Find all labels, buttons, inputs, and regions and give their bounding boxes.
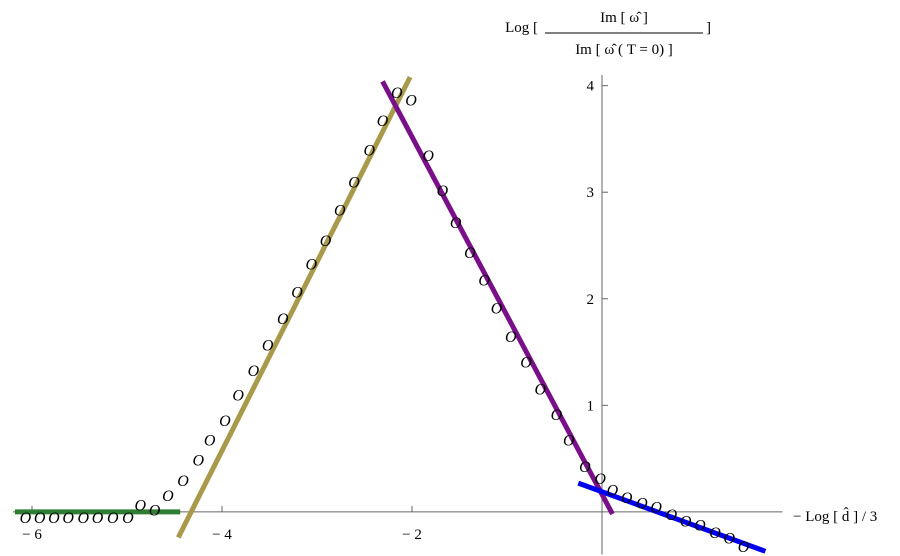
data-point: O [34, 510, 46, 527]
y-label-prefix: Log [ [505, 20, 538, 36]
data-point: O [579, 459, 591, 476]
data-point: O [162, 488, 174, 505]
data-point: O [520, 355, 532, 372]
data-point: O [248, 363, 260, 380]
data-point: O [135, 497, 147, 514]
data-point: O [391, 85, 403, 102]
data-point: O [666, 507, 678, 524]
data-point: O [551, 407, 563, 424]
data-point: O [122, 510, 134, 527]
data-point: O [405, 93, 417, 110]
data-point: O [107, 510, 119, 527]
data-point: O [149, 503, 161, 520]
data-point: O [177, 473, 189, 490]
data-point: O [450, 215, 462, 232]
data-point: O [377, 113, 389, 130]
data-point: O [738, 539, 750, 556]
data-point: O [277, 311, 289, 328]
data-point: O [422, 148, 434, 165]
data-point: O [92, 510, 104, 527]
y-tick-label: 2 [587, 292, 595, 308]
data-point: O [594, 471, 606, 488]
data-point: O [563, 432, 575, 449]
data-point: O [334, 202, 346, 219]
data-point: O [262, 338, 274, 355]
data-point: O [694, 518, 706, 535]
data-point: O [348, 175, 360, 192]
y-label-numerator: Im [ ω̂ ] [600, 10, 648, 26]
x-tick-label: − 4 [212, 527, 232, 543]
data-point: O [636, 495, 648, 512]
data-point: O [505, 329, 517, 346]
data-point: O [621, 490, 633, 507]
fit-line [380, 80, 615, 516]
data-point: O [478, 273, 490, 290]
y-label-denominator: Im [ ω̂ ( T = 0) ] [575, 42, 673, 58]
data-point: O [291, 284, 303, 301]
data-point: O [607, 483, 619, 500]
x-tick-label: − 2 [402, 527, 422, 543]
data-point: O [20, 510, 32, 527]
y-label-suffix: ] [706, 20, 711, 36]
data-point: O [320, 233, 332, 250]
data-point: O [491, 300, 503, 317]
fit-line [176, 76, 413, 539]
data-point: O [363, 143, 375, 160]
data-point: O [534, 381, 546, 398]
data-point: O [709, 525, 721, 542]
fit-line [577, 480, 767, 554]
y-tick-label: 3 [587, 185, 595, 201]
data-point: O [62, 510, 74, 527]
data-point: O [219, 413, 231, 430]
data-point: O [650, 500, 662, 517]
data-point: O [78, 510, 90, 527]
y-tick-label: 1 [587, 398, 595, 414]
data-point: O [464, 245, 476, 262]
data-point: O [680, 513, 692, 530]
data-point: O [724, 530, 736, 547]
data-point: O [48, 510, 60, 527]
x-label: − Log [ d̂ ] / 3 [793, 507, 877, 525]
data-point: O [192, 453, 204, 470]
y-tick-label: 4 [587, 79, 595, 95]
data-point: O [437, 183, 449, 200]
data-point: O [232, 388, 244, 405]
x-tick-label: − 6 [22, 527, 42, 543]
data-point: O [204, 432, 216, 449]
data-point: O [306, 257, 318, 274]
